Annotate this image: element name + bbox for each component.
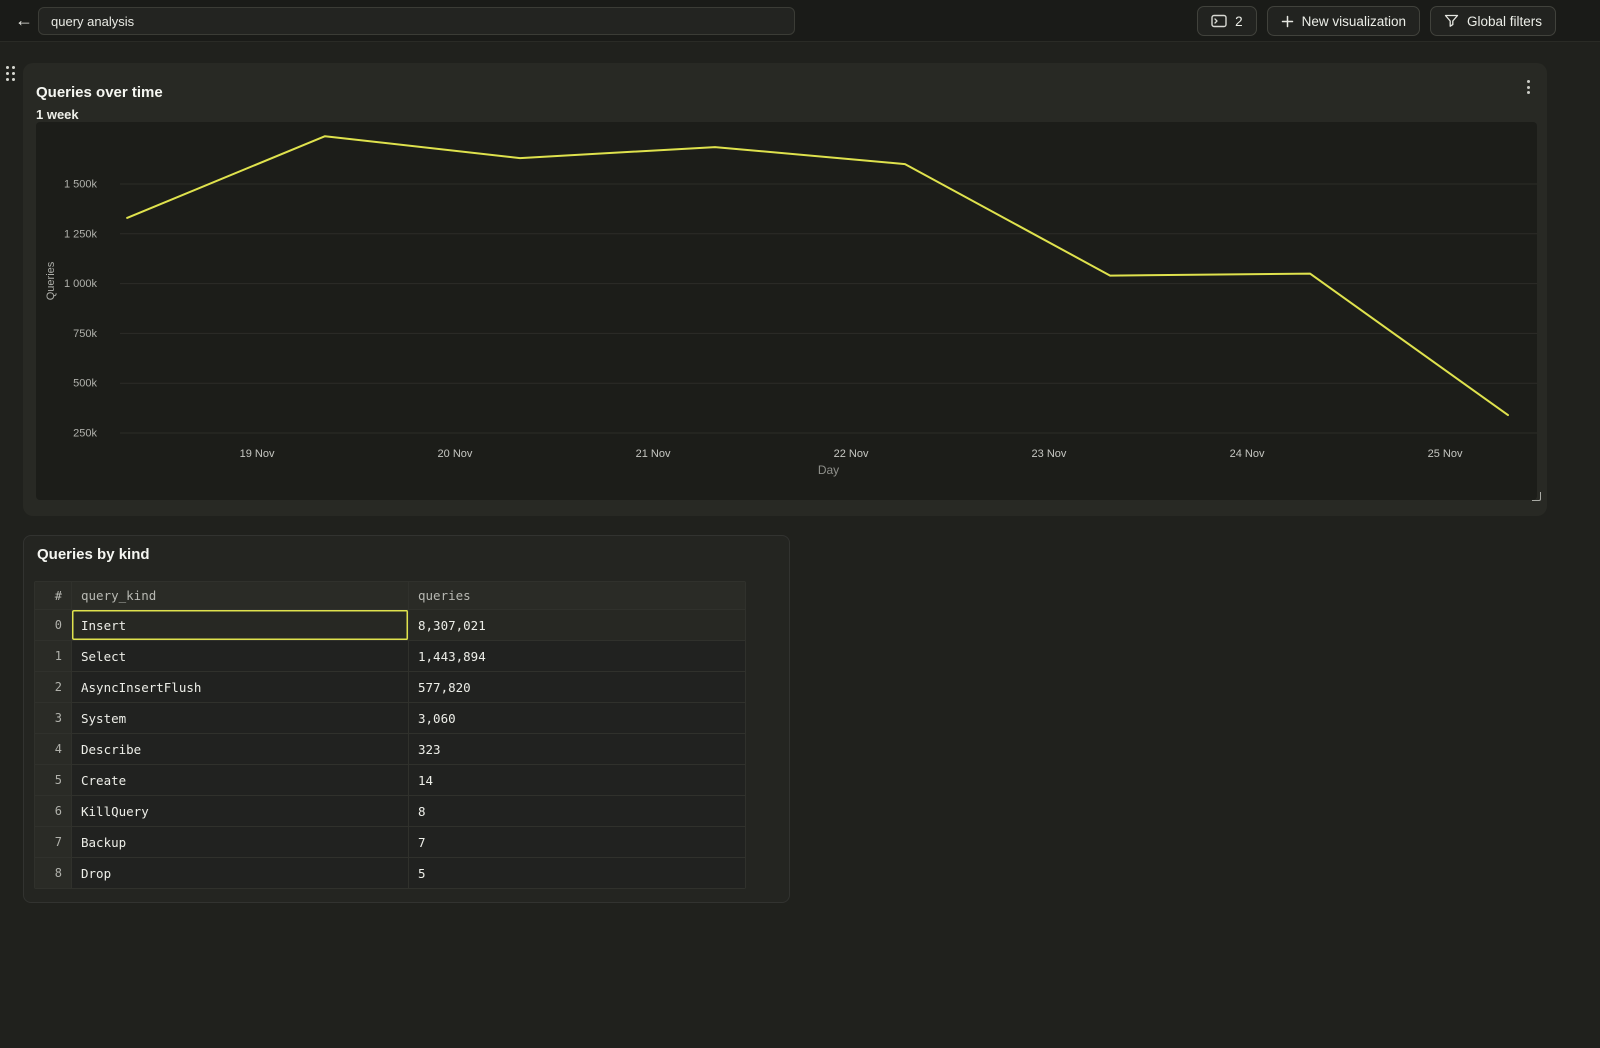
row-index-cell: 1 [35, 641, 72, 671]
table-row: 6 KillQuery 8 [35, 795, 745, 826]
query-kind-cell[interactable]: KillQuery [72, 796, 409, 826]
row-index-cell: 3 [35, 703, 72, 733]
topbar: ← 2 New visualization [0, 0, 1600, 42]
back-button[interactable]: ← [10, 6, 38, 34]
queries-cell[interactable]: 577,820 [418, 679, 471, 695]
x-tick-label: 23 Nov [1032, 448, 1067, 460]
panel-resize-handle-icon[interactable] [1532, 492, 1541, 501]
queries-cell[interactable]: 7 [418, 834, 426, 850]
plus-icon [1281, 15, 1294, 28]
query-kind-table: # query_kind queries 0 Insert 8,307,021 1 Selec… [34, 581, 746, 889]
row-index-cell: 5 [35, 765, 72, 795]
query-kind-cell[interactable]: Drop [72, 858, 409, 888]
row-index-cell: 4 [35, 734, 72, 764]
table-row: 1 Select 1,443,894 [35, 640, 745, 671]
table-header-row: # query_kind queries [35, 582, 745, 609]
query-kind-cell[interactable]: AsyncInsertFlush [72, 672, 409, 702]
table-row: 3 System 3,060 [35, 702, 745, 733]
table-row: 0 Insert 8,307,021 [35, 609, 745, 640]
panel-menu-button[interactable] [1519, 76, 1537, 98]
chart-title: Queries over time [36, 84, 163, 101]
row-index-cell: 8 [35, 858, 72, 888]
funnel-icon [1444, 14, 1459, 28]
y-tick-label: 750k [73, 328, 97, 340]
query-kind-cell[interactable]: Backup [72, 827, 409, 857]
topbar-actions: 2 New visualization Global filters [1197, 6, 1556, 36]
queries-over-time-panel: Queries over time 1 week 250k 500k 750k 1 0… [23, 63, 1547, 516]
query-tabs-count: 2 [1235, 13, 1243, 29]
x-tick-label: 19 Nov [240, 448, 275, 460]
queries-cell[interactable]: 8,307,021 [418, 617, 486, 633]
new-visualization-label: New visualization [1301, 13, 1406, 29]
query-tabs-button[interactable]: 2 [1197, 6, 1257, 36]
panel-drag-handle-icon[interactable] [6, 66, 19, 83]
x-tick-label: 20 Nov [438, 448, 473, 460]
x-tick-label: 25 Nov [1428, 448, 1463, 460]
queries-cell[interactable]: 323 [418, 741, 441, 757]
row-index-cell: 0 [35, 610, 72, 640]
arrow-left-icon: ← [15, 9, 33, 30]
queries-cell[interactable]: 14 [418, 772, 434, 788]
row-index-cell: 2 [35, 672, 72, 702]
y-tick-label: 1 500k [64, 179, 98, 191]
header-query-kind-cell: query_kind [72, 582, 409, 609]
dashboard-title-input[interactable] [38, 7, 795, 35]
queries-cell[interactable]: 3,060 [418, 710, 456, 726]
new-visualization-button[interactable]: New visualization [1266, 6, 1420, 36]
y-axis-title: Queries [45, 261, 57, 300]
query-kind-cell[interactable]: Describe [72, 734, 409, 764]
queries-cell[interactable]: 8 [418, 803, 426, 819]
global-filters-label: Global filters [1466, 13, 1542, 29]
table-title: Queries by kind [37, 546, 150, 563]
y-tick-label: 250k [73, 428, 97, 440]
queries-series-line [126, 135, 1509, 417]
table-row: 2 AsyncInsertFlush 577,820 [35, 671, 745, 702]
table-row: 5 Create 14 [35, 764, 745, 795]
chart-subtitle: 1 week [36, 107, 79, 122]
x-tick-label: 21 Nov [636, 448, 671, 460]
header-index-cell: # [35, 582, 72, 609]
query-kind-cell[interactable]: Select [72, 641, 409, 671]
table-row: 4 Describe 323 [35, 733, 745, 764]
row-index-cell: 7 [35, 827, 72, 857]
query-kind-cell[interactable]: Insert [72, 610, 409, 640]
table-row: 7 Backup 7 [35, 826, 745, 857]
table-row: 8 Drop 5 [35, 857, 745, 888]
line-chart-canvas: 250k 500k 750k 1 000k 1 250k 1 500k Queries 19 … [36, 122, 1537, 500]
x-tick-label: 24 Nov [1230, 448, 1265, 460]
queries-cell[interactable]: 1,443,894 [418, 648, 486, 664]
y-tick-label: 1 000k [64, 278, 98, 290]
query-kind-cell[interactable]: System [72, 703, 409, 733]
x-axis-title: Day [818, 463, 839, 477]
global-filters-button[interactable]: Global filters [1429, 6, 1556, 36]
queries-cell[interactable]: 5 [418, 865, 426, 881]
row-index-cell: 6 [35, 796, 72, 826]
query-kind-cell[interactable]: Create [72, 765, 409, 795]
queries-by-kind-panel: Queries by kind # query_kind queries 0 Inser… [23, 535, 790, 903]
y-tick-label: 500k [73, 378, 97, 390]
console-icon [1211, 14, 1227, 28]
y-tick-label: 1 250k [64, 228, 98, 240]
x-tick-label: 22 Nov [834, 448, 869, 460]
header-queries-cell: queries [418, 588, 471, 603]
